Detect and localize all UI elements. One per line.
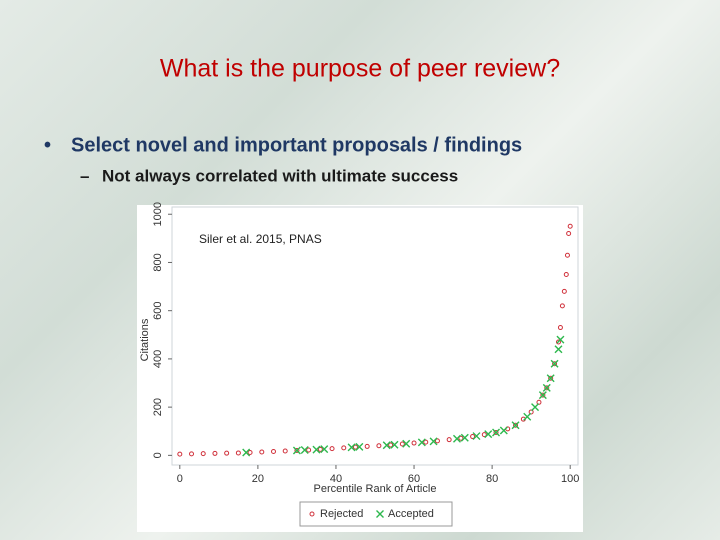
rejected-point xyxy=(189,451,195,457)
accepted-point xyxy=(550,359,559,368)
accepted-point xyxy=(511,421,520,430)
accepted-point xyxy=(382,441,391,450)
x-tick-label: 80 xyxy=(486,473,498,485)
y-tick-label: 1000 xyxy=(152,202,164,226)
accepted-point xyxy=(417,438,426,447)
accepted-point xyxy=(554,345,563,354)
rejected-point xyxy=(544,385,550,391)
accepted-point xyxy=(546,374,555,383)
slide-title: What is the purpose of peer review? xyxy=(160,55,560,83)
accepted-point xyxy=(460,433,469,442)
x-tick-label: 40 xyxy=(330,473,342,485)
rejected-point xyxy=(548,375,554,381)
y-tick-label: 0 xyxy=(152,452,164,458)
rejected-point xyxy=(536,399,542,405)
rejected-point xyxy=(561,288,567,294)
accepted-point xyxy=(523,412,532,421)
accepted-point xyxy=(347,443,356,452)
accepted-point xyxy=(242,448,251,457)
rejected-point xyxy=(282,448,288,454)
rejected-point xyxy=(555,339,561,345)
rejected-point xyxy=(458,435,464,441)
sub-bullet-text: Not always correlated with ultimate succ… xyxy=(102,166,458,185)
rejected-point xyxy=(294,448,300,454)
rejected-point xyxy=(271,448,276,454)
rejected-point xyxy=(235,450,241,456)
rejected-point xyxy=(352,444,358,450)
accepted-point xyxy=(292,446,301,455)
chart-panel xyxy=(137,205,583,532)
rejected-point xyxy=(493,429,499,435)
rejected-point xyxy=(224,450,230,456)
accepted-point xyxy=(402,439,411,448)
y-tick-label: 800 xyxy=(152,253,164,271)
accepted-point xyxy=(312,445,321,454)
rejected-point xyxy=(567,223,573,229)
accepted-point xyxy=(484,430,493,439)
rejected-point xyxy=(481,432,487,438)
x-tick-label: 100 xyxy=(561,473,579,485)
rejected-point xyxy=(341,445,347,451)
rejected-point xyxy=(552,361,558,367)
rejected-point xyxy=(559,303,565,309)
rejected-point xyxy=(388,442,394,448)
y-tick-label: 400 xyxy=(152,350,164,368)
legend-marker xyxy=(376,510,384,518)
rejected-point xyxy=(434,438,440,444)
rejected-point xyxy=(247,449,253,455)
rejected-point xyxy=(212,450,218,456)
rejected-point xyxy=(399,441,405,447)
rejected-point xyxy=(423,439,429,445)
accepted-point xyxy=(429,437,438,446)
bullet-text: Select novel and important proposals / f… xyxy=(71,134,522,156)
annotation: Siler et al. 2015, PNAS xyxy=(199,232,322,246)
accepted-point xyxy=(499,426,508,435)
accepted-point xyxy=(492,428,501,437)
rejected-point xyxy=(259,449,265,455)
rejected-point xyxy=(306,447,312,453)
accepted-point xyxy=(452,434,461,443)
rejected-point xyxy=(411,440,417,446)
rejected-point xyxy=(564,252,570,258)
y-tick-label: 200 xyxy=(152,398,164,416)
rejected-point xyxy=(513,422,519,428)
rejected-point xyxy=(566,231,572,237)
plot-frame xyxy=(171,206,579,466)
legend-marker xyxy=(309,511,315,517)
x-tick-label: 60 xyxy=(408,473,420,485)
accepted-point xyxy=(390,440,399,449)
rejected-point xyxy=(200,451,206,457)
legend-label: Accepted xyxy=(388,508,434,520)
rejected-point xyxy=(364,443,370,449)
rejected-point xyxy=(470,434,476,440)
bullet-dot: • xyxy=(44,134,51,156)
rejected-point xyxy=(528,409,534,415)
accepted-point xyxy=(472,432,481,441)
x-tick-label: 20 xyxy=(252,473,264,485)
accepted-point xyxy=(355,442,364,451)
accepted-point xyxy=(531,403,540,412)
sub-bullet-dash: – xyxy=(80,166,89,185)
rejected-point xyxy=(540,392,546,398)
rejected-point xyxy=(446,437,452,443)
legend-box xyxy=(299,501,453,527)
rejected-point xyxy=(329,446,335,452)
legend-label: Rejected xyxy=(320,508,363,520)
rejected-point xyxy=(563,272,569,278)
rejected-point xyxy=(376,443,382,449)
x-axis-label: Percentile Rank of Article xyxy=(314,483,437,495)
accepted-point xyxy=(556,335,565,344)
y-axis-label: Citations xyxy=(139,318,151,361)
y-tick-label: 600 xyxy=(152,302,164,320)
rejected-point xyxy=(317,446,323,452)
rejected-point xyxy=(557,325,563,331)
rejected-point xyxy=(177,451,183,457)
accepted-point xyxy=(300,446,309,455)
accepted-point xyxy=(542,383,551,392)
accepted-point xyxy=(538,391,547,400)
accepted-point xyxy=(320,445,329,454)
x-tick-label: 0 xyxy=(177,473,183,485)
